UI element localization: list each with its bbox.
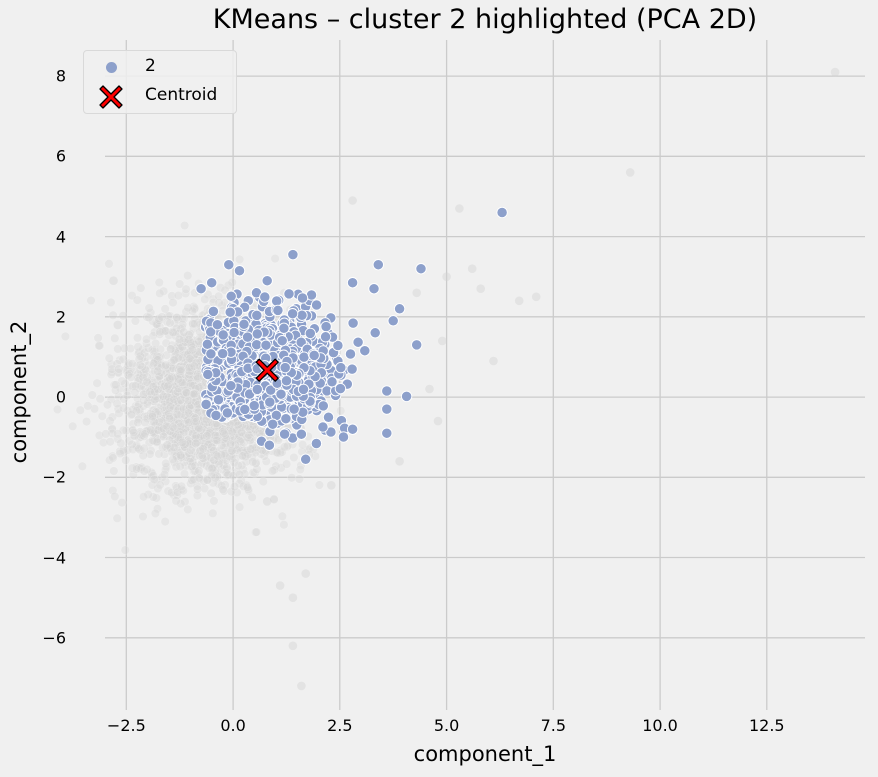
- x-axis-label: component_1: [413, 742, 557, 766]
- legend: 2 Centroid: [83, 50, 237, 114]
- x-tick-label: 7.5: [540, 716, 567, 735]
- y-tick-label: −6: [42, 628, 66, 648]
- y-tick-label: 2: [55, 307, 66, 327]
- y-tick-label: 0: [55, 387, 66, 407]
- y-tick-label: 4: [55, 227, 66, 247]
- x-marker-icon: [99, 85, 123, 109]
- chart-title: KMeans – cluster 2 highlighted (PCA 2D): [212, 4, 758, 35]
- y-tick-label: −2: [42, 467, 66, 487]
- legend-label: 2: [145, 56, 156, 76]
- centroid-marker: [255, 358, 279, 382]
- y-axis-label: component_2: [7, 320, 31, 464]
- x-tick-label: 12.5: [748, 716, 785, 735]
- x-tick-label: 0.0: [220, 716, 246, 735]
- y-tick-label: −4: [42, 548, 66, 568]
- x-tick-label: 10.0: [642, 716, 678, 735]
- legend-item-centroid: Centroid: [84, 82, 236, 110]
- y-tick-label: 8: [55, 66, 66, 86]
- x-tick-label: 5.0: [433, 716, 460, 735]
- x-tick-label: 2.5: [327, 716, 353, 735]
- circle-marker-icon: [106, 62, 117, 73]
- y-tick-label: 6: [55, 146, 66, 166]
- legend-item-cluster-2: 2: [84, 53, 236, 81]
- x-tick-label: −2.5: [106, 716, 146, 735]
- legend-label: Centroid: [145, 85, 218, 105]
